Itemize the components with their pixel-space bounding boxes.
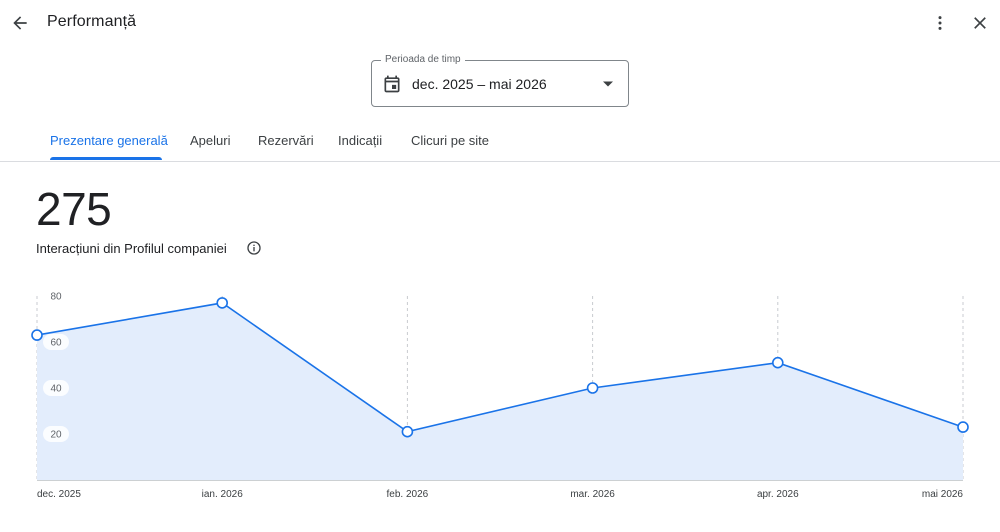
x-tick-label: ian. 2026 bbox=[202, 489, 244, 500]
arrow-back-icon bbox=[13, 16, 27, 30]
y-tick-label: 40 bbox=[50, 384, 62, 395]
total-interactions-label: Interacțiuni din Profilul companiei bbox=[36, 241, 227, 256]
dropdown-arrow-icon bbox=[603, 81, 613, 87]
tab-overview[interactable]: Prezentare generală bbox=[50, 133, 168, 148]
more-options-button[interactable] bbox=[924, 7, 956, 39]
close-button[interactable] bbox=[964, 7, 996, 39]
time-period-select[interactable]: Perioada de timp dec. 2025 – mai 2026 bbox=[371, 54, 629, 107]
data-point[interactable] bbox=[401, 425, 414, 438]
active-tab-indicator bbox=[50, 157, 162, 160]
chart-area-fill bbox=[37, 302, 963, 480]
data-point[interactable] bbox=[31, 329, 43, 341]
more-vert-icon bbox=[938, 16, 942, 30]
y-tick-label-bg bbox=[43, 288, 69, 304]
back-button[interactable] bbox=[4, 7, 36, 39]
x-tick-label: mar. 2026 bbox=[570, 489, 615, 500]
y-tick-label: 60 bbox=[50, 338, 62, 349]
time-period-label: Perioada de timp bbox=[381, 54, 465, 65]
top-bar: Performanță bbox=[0, 0, 1000, 46]
calendar-icon bbox=[384, 75, 400, 93]
x-tick-label: mai 2026 bbox=[922, 489, 964, 500]
x-tick-label: feb. 2026 bbox=[387, 489, 429, 500]
chart-series-line bbox=[36, 302, 964, 433]
tab-calls[interactable]: Apeluri bbox=[190, 133, 231, 148]
info-icon[interactable] bbox=[246, 240, 262, 256]
data-point[interactable] bbox=[771, 356, 784, 369]
y-tick-label-bg bbox=[43, 334, 69, 350]
time-period-value: dec. 2025 – mai 2026 bbox=[412, 76, 547, 92]
tab-bar: Prezentare generală Apeluri Rezervări In… bbox=[0, 120, 1000, 162]
tab-website-clicks[interactable]: Clicuri pe site bbox=[411, 133, 490, 148]
y-tick-label-bg bbox=[43, 380, 69, 396]
data-point[interactable] bbox=[216, 297, 228, 309]
y-tick-label-bg bbox=[43, 426, 69, 442]
close-icon bbox=[974, 17, 986, 29]
page-title: Performanță bbox=[47, 13, 137, 30]
x-tick-label: dec. 2025 bbox=[37, 489, 81, 500]
total-interactions-value: 275 bbox=[36, 183, 112, 235]
tab-bookings[interactable]: Rezervări bbox=[258, 133, 314, 148]
data-point[interactable] bbox=[586, 382, 599, 394]
x-tick-label: apr. 2026 bbox=[757, 489, 799, 500]
tab-directions[interactable]: Indicații bbox=[338, 133, 383, 148]
y-tick-label: 20 bbox=[50, 430, 62, 441]
y-tick-label: 80 bbox=[50, 292, 62, 303]
interactions-chart: 20 40 60 80 dec. 2025 ian. 2026 feb. 2026 mar.… bbox=[31, 288, 969, 500]
data-point[interactable] bbox=[957, 421, 969, 433]
